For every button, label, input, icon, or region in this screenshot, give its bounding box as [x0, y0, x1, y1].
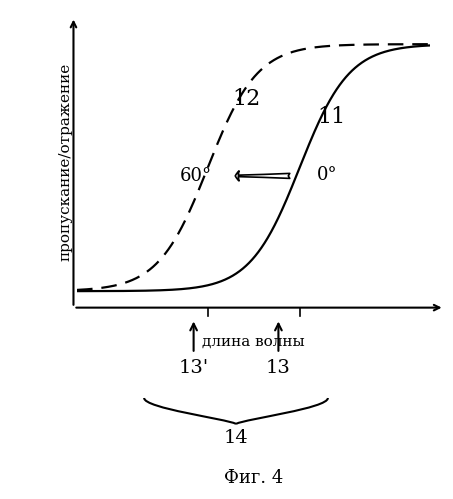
Text: 13': 13' — [178, 359, 209, 377]
Y-axis label: пропускание/отражение: пропускание/отражение — [59, 63, 73, 261]
Text: длина волны: длина волны — [202, 335, 305, 349]
Text: Фиг. 4: Фиг. 4 — [224, 469, 283, 487]
Text: 60°: 60° — [179, 167, 212, 185]
Text: 14: 14 — [224, 429, 248, 448]
Text: 11: 11 — [317, 106, 346, 128]
Text: 0°: 0° — [317, 166, 338, 184]
Text: 12: 12 — [232, 87, 261, 109]
Text: 13: 13 — [266, 359, 291, 377]
